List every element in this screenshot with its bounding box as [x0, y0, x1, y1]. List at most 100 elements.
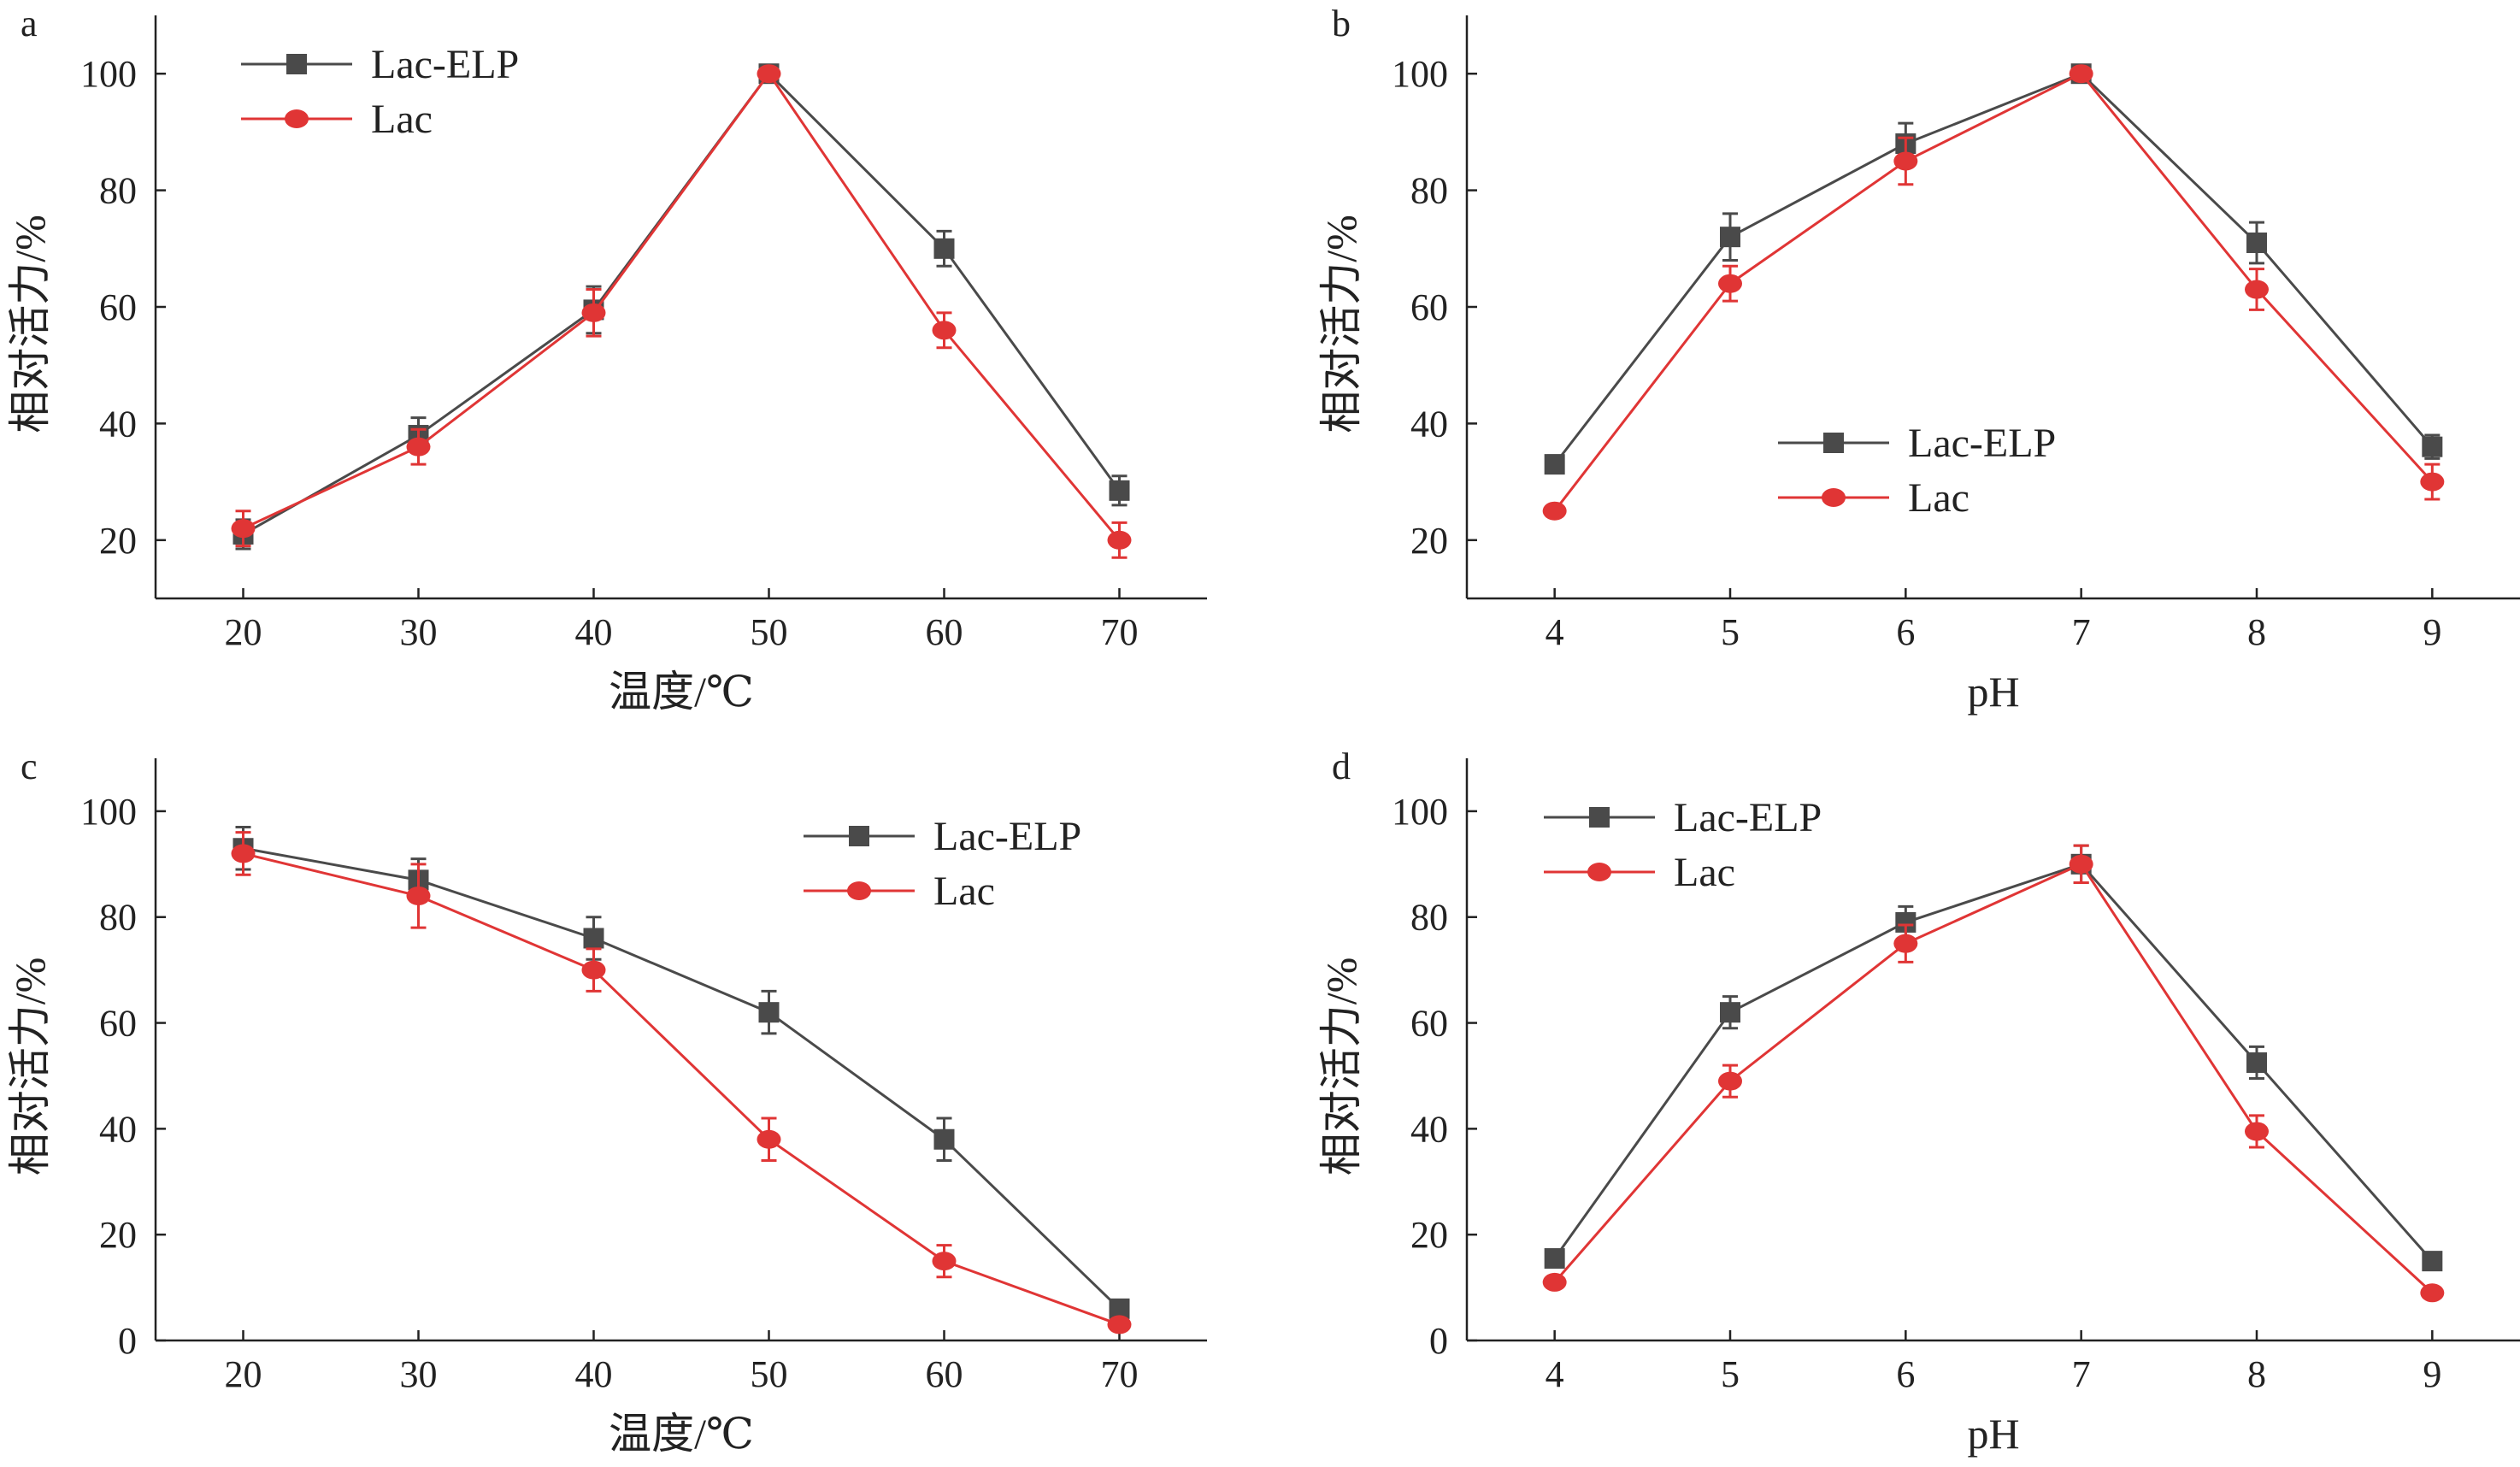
- y-tick-label: 80: [99, 170, 137, 212]
- y-tick-label: 20: [1410, 520, 1448, 562]
- chart-panel-a: 20 40 60 80 100 20 30 40 50 60 70 温度/℃ 相对活力/% a Lac-EL…: [6, 3, 1207, 716]
- data-point-circle: [231, 844, 256, 863]
- x-axis-title: pH: [1967, 668, 2019, 716]
- chart-panel-c: 0 20 40 60 80 100 20 30 40 50 60 70 温度/℃ 相对活力/% c Lac-E…: [6, 745, 1207, 1458]
- legend-marker-circle: [1587, 863, 1611, 881]
- y-tick-label: 40: [99, 403, 137, 445]
- y-axis-title: 相对活力/%: [1317, 215, 1365, 433]
- data-point-circle: [581, 303, 606, 322]
- y-axis-title: 相对活力/%: [6, 957, 54, 1176]
- legend-marker-circle: [285, 109, 309, 128]
- x-tick-label: 60: [926, 611, 963, 653]
- data-point-square: [758, 1002, 780, 1023]
- data-point-square: [933, 1128, 955, 1150]
- legend-marker-square: [286, 54, 307, 74]
- data-point-circle: [1893, 934, 1918, 953]
- panel-label: c: [21, 745, 38, 787]
- data-point-square: [1109, 480, 1130, 501]
- chart-panel-d: 0 20 40 60 80 100 4 5 6 7 8 9 pH 相对活力/% d Lac-ELP Lac: [1317, 745, 2520, 1458]
- x-tick-label: 5: [1721, 1353, 1740, 1395]
- y-tick-label: 20: [99, 1214, 137, 1256]
- y-tick-label: 0: [1429, 1320, 1448, 1362]
- data-point-circle: [932, 1252, 957, 1271]
- y-tick-label: 20: [1410, 1214, 1448, 1256]
- data-point-circle: [2069, 854, 2093, 874]
- data-point-square: [2246, 232, 2267, 253]
- data-point-circle: [1542, 501, 1567, 521]
- y-tick-label: 40: [1410, 1108, 1448, 1150]
- legend-label: Lac: [1674, 850, 1735, 895]
- x-tick-label: 40: [575, 1353, 613, 1395]
- y-axis-title: 相对活力/%: [6, 215, 54, 433]
- y-tick-label: 100: [1392, 791, 1448, 833]
- legend-marker-circle: [847, 881, 871, 900]
- data-point-circle: [2245, 1122, 2269, 1141]
- y-tick-label: 80: [1410, 170, 1448, 212]
- x-tick-label: 50: [751, 611, 788, 653]
- data-point-circle: [932, 321, 957, 340]
- y-tick-label: 100: [1392, 53, 1448, 95]
- x-tick-label: 50: [751, 1353, 788, 1395]
- y-tick-label: 80: [99, 897, 137, 939]
- series-line-Lac-ELP: [1553, 72, 2434, 466]
- data-point-circle: [231, 519, 256, 539]
- y-tick-label: 80: [1410, 897, 1448, 939]
- legend-marker-square: [849, 826, 869, 846]
- x-tick-label: 20: [225, 611, 262, 653]
- x-tick-label: 9: [2423, 611, 2441, 653]
- y-axis-title: 相对活力/%: [1317, 957, 1365, 1176]
- legend-label: Lac-ELP: [1674, 795, 1822, 840]
- x-axis-title: 温度/℃: [609, 668, 754, 716]
- x-tick-label: 70: [1101, 1353, 1139, 1395]
- legend: Lac-ELP Lac: [804, 814, 1081, 914]
- y-tick-label: 60: [1410, 286, 1448, 328]
- x-tick-label: 4: [1546, 1353, 1564, 1395]
- legend: Lac-ELP Lac: [241, 42, 519, 142]
- panel-label: b: [1332, 3, 1351, 44]
- x-tick-label: 8: [2247, 1353, 2266, 1395]
- x-tick-label: 40: [575, 611, 613, 653]
- data-point-square: [1720, 1002, 1740, 1023]
- chart-panel-b: 20 40 60 80 100 4 5 6 7 8 9 pH 相对活力/% b Lac-ELP Lac: [1317, 3, 2520, 716]
- legend-label: Lac-ELP: [1908, 421, 2056, 466]
- data-point-circle: [1542, 1272, 1567, 1292]
- y-tick-label: 60: [99, 286, 137, 328]
- x-tick-label: 7: [2072, 1353, 2091, 1395]
- data-point-circle: [406, 886, 431, 905]
- x-tick-label: 5: [1721, 611, 1740, 653]
- x-tick-label: 7: [2072, 611, 2091, 653]
- data-point-circle: [1107, 530, 1132, 550]
- data-point-circle: [757, 64, 781, 84]
- x-tick-label: 70: [1101, 611, 1139, 653]
- x-tick-label: 8: [2247, 611, 2266, 653]
- legend-label: Lac-ELP: [933, 814, 1081, 859]
- x-tick-label: 20: [225, 1353, 262, 1395]
- data-point-circle: [1718, 274, 1742, 293]
- x-tick-label: 60: [926, 1353, 963, 1395]
- series-line-Lac-ELP: [1553, 863, 2434, 1263]
- data-point-circle: [1107, 1315, 1132, 1334]
- y-tick-label: 0: [118, 1320, 137, 1362]
- series-line-Lac: [1553, 72, 2434, 512]
- y-tick-label: 20: [99, 520, 137, 562]
- panel-label: a: [21, 3, 38, 44]
- x-tick-label: 30: [400, 1353, 438, 1395]
- x-tick-label: 9: [2423, 1353, 2441, 1395]
- x-tick-label: 6: [1896, 1353, 1915, 1395]
- data-point-square: [933, 238, 955, 259]
- x-tick-label: 6: [1896, 611, 1915, 653]
- panel-label: d: [1332, 745, 1351, 787]
- data-point-circle: [406, 437, 431, 457]
- data-point-square: [2422, 436, 2443, 457]
- data-point-circle: [2069, 64, 2093, 84]
- legend-marker-circle: [1822, 488, 1846, 507]
- data-point-square: [1544, 454, 1565, 475]
- legend-label: Lac: [933, 869, 995, 914]
- x-axis-title: pH: [1967, 1410, 2019, 1458]
- data-point-circle: [581, 960, 606, 980]
- data-point-circle: [757, 1129, 781, 1149]
- series-line-Lac-ELP: [242, 71, 1121, 536]
- y-tick-label: 100: [80, 791, 137, 833]
- data-point-square: [2422, 1251, 2443, 1272]
